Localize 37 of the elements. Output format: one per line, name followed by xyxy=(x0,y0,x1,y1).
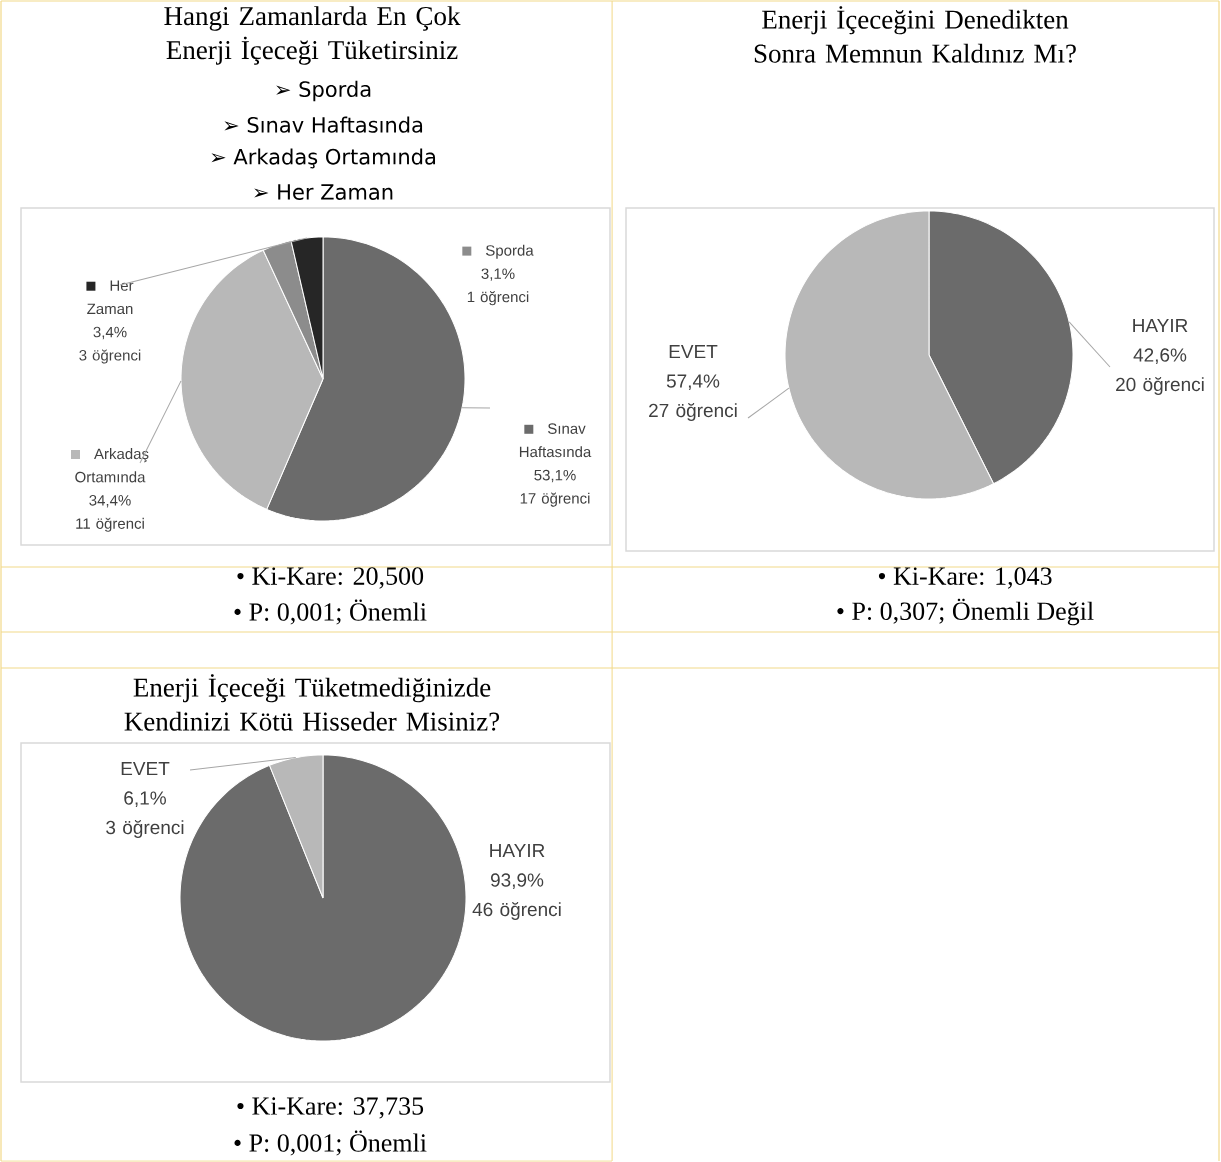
data-label: 53,1% xyxy=(534,469,576,483)
slice-label: HAYIR xyxy=(490,844,545,858)
text: • P: 0,307; Önemli Değil xyxy=(837,598,1094,626)
text: 17 öğrenci xyxy=(520,492,590,507)
chart-title: Hangi Zamanlarda En Çok Enerji İçeceği Tüketirsiniz xyxy=(164,6,461,65)
text: 1 öğrenci xyxy=(467,291,529,306)
data-label: 34,4% xyxy=(89,495,131,508)
text: 27 öğrenci xyxy=(649,402,737,421)
chart-title: Enerji İçeceğini Denedikten Sonra Memnun Kaldınız Mı? xyxy=(754,6,1076,63)
slice-label: EVET xyxy=(121,762,170,776)
text: 20 öğrenci xyxy=(1116,376,1204,395)
text: 3 öğrenci xyxy=(79,349,141,364)
text: 3 öğrenci xyxy=(106,819,184,838)
slice-label: HAYIR xyxy=(1133,319,1188,333)
legend-label: Arkadaş Ortamında xyxy=(75,448,149,483)
text: • Ki-Kare: 37,735 xyxy=(237,1097,424,1119)
slice-label: EVET xyxy=(669,345,718,359)
data-label: 6,1% xyxy=(124,791,166,807)
data-label: 42,6% xyxy=(1133,348,1187,364)
data-label: 57,4% xyxy=(666,374,720,390)
text: ➢ Sınav Haftasında xyxy=(224,116,423,133)
text: • P: 0,001; Önemli xyxy=(234,1130,427,1156)
text: • Ki-Kare: 20,500 xyxy=(237,567,424,589)
text: ➢ Her Zaman xyxy=(254,184,393,200)
text: • P: 0,001; Önemli xyxy=(234,599,427,625)
data-label: 93,9% xyxy=(490,873,544,889)
text: 11 öğrenci xyxy=(76,517,144,532)
legend-label: Sınav Haftasında xyxy=(519,423,592,458)
legend-label: Sporda xyxy=(486,244,534,259)
text: ➢ Sporda xyxy=(276,80,371,102)
text: 46 öğrenci xyxy=(472,901,561,920)
data-label: 3,1% xyxy=(481,268,515,281)
text: • Ki-Kare: 1,043 xyxy=(878,567,1052,589)
data-label: 3,4% xyxy=(93,326,127,340)
legend-label: Her Zaman xyxy=(87,280,134,315)
text: ➢ Arkadaş Ortamında xyxy=(211,148,436,169)
chart-title: Enerji İçeceği Tüketmediğinizde Kendinizi Kötü Hisseder Misiniz? xyxy=(124,674,500,731)
